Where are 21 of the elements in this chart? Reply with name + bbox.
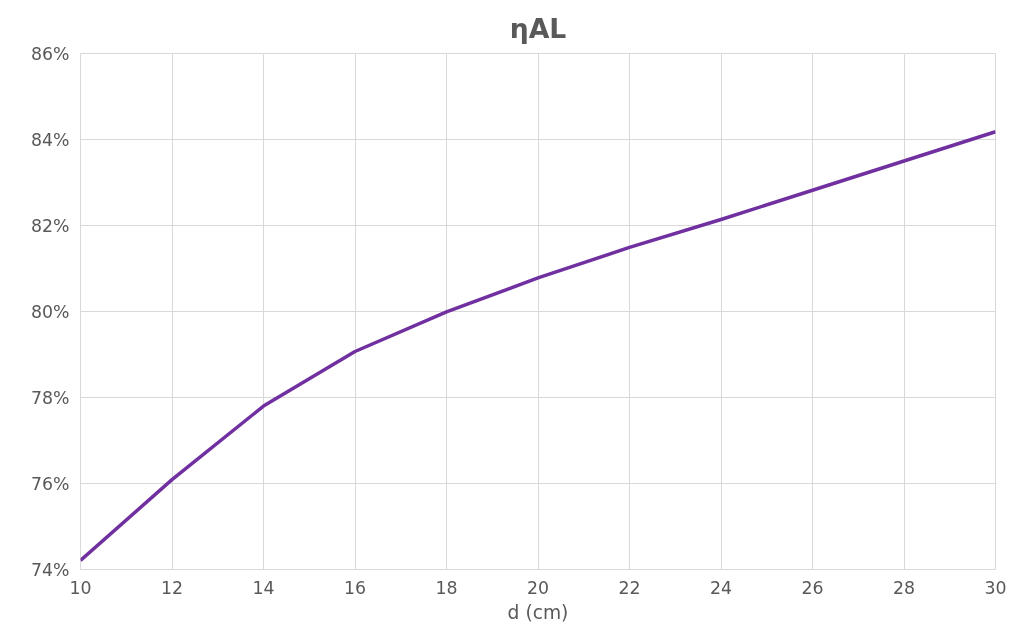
x-axis-title: d (cm)	[507, 601, 569, 623]
chart-title: ηAL	[509, 12, 567, 44]
x-tick-label: 22	[618, 577, 641, 598]
x-tick-label: 12	[160, 577, 184, 598]
y-tick-label: 80%	[30, 301, 70, 322]
x-tick-label: 20	[526, 577, 550, 598]
x-tick-label: 24	[709, 577, 733, 598]
x-tick-label: 16	[343, 577, 367, 598]
y-tick-label: 84%	[30, 129, 70, 150]
x-tick-label: 18	[435, 577, 458, 598]
x-tick-label: 26	[801, 577, 824, 598]
x-tick-label: 30	[984, 577, 1007, 598]
line-series	[80, 130, 996, 563]
y-tick-label: 78%	[30, 387, 70, 408]
y-tick-label: 76%	[30, 473, 70, 494]
y-tick-label: 82%	[30, 215, 70, 236]
y-tick-label: 74%	[30, 559, 70, 580]
x-tick-label: 10	[69, 577, 92, 598]
y-tick-label: 86%	[30, 43, 70, 64]
x-tick-label: 14	[252, 577, 275, 598]
x-tick-label: 28	[892, 577, 916, 598]
